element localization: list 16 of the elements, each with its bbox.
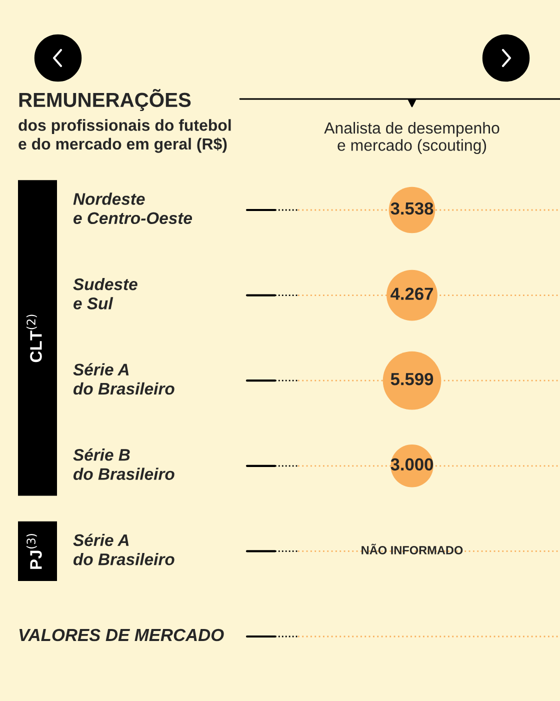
- category-label: Série B do Brasileiro: [73, 448, 174, 480]
- text: Analista de desempenho e mercado (scouting): [324, 122, 500, 154]
- category-label: Série A do Brasileiro: [73, 534, 174, 566]
- text: REMUNERAÇÕES: [19, 88, 191, 112]
- text: PJ$^{(3)}$: [26, 534, 42, 569]
- text: CLT$^{(2)}$: [26, 314, 42, 362]
- category-label: Sudeste e Sul: [73, 278, 138, 310]
- category-label: Nordeste e Centro-Oeste: [73, 192, 192, 224]
- category-label: VALORES DE MERCADO: [19, 628, 224, 642]
- text: dos profissionais do futebol e do mercado em geral (R$): [18, 119, 231, 153]
- data-label: 4.267: [390, 288, 433, 300]
- data-label: 5.599: [390, 372, 434, 386]
- category-label: Série A do Brasileiro: [73, 363, 174, 395]
- data-label: NÃO INFORMADO: [362, 544, 463, 554]
- data-label: 3.000: [390, 458, 434, 471]
- data-label: 3.538: [390, 202, 434, 215]
